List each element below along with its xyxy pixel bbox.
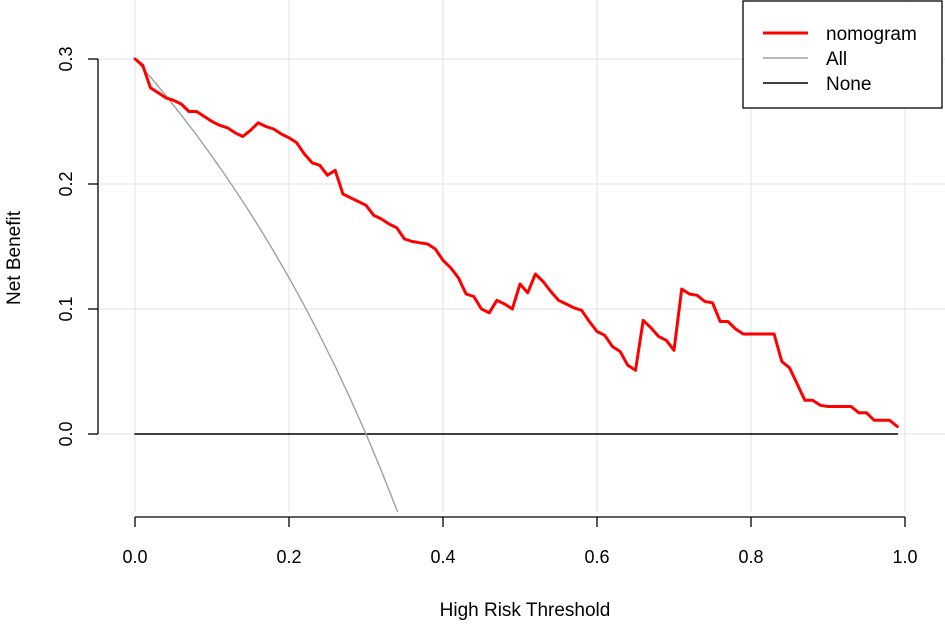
x-tick-label: 0.2 bbox=[276, 547, 301, 567]
legend: nomogram All None bbox=[742, 0, 943, 109]
x-tick-label: 0.6 bbox=[584, 547, 609, 567]
legend-label-none: None bbox=[826, 74, 871, 95]
x-axis-title: High Risk Threshold bbox=[440, 600, 611, 621]
y-axis-title: Net Benefit bbox=[4, 210, 25, 305]
x-tick-label: 0.0 bbox=[122, 547, 147, 567]
series-lines bbox=[133, 57, 899, 512]
series-line-nomogram bbox=[133, 57, 899, 428]
axes: 0.0 0.2 0.4 0.6 0.8 1.0 0.0 0.1 0.2 0.3 bbox=[56, 46, 918, 567]
y-tick-label: 0.0 bbox=[56, 421, 76, 446]
x-tick-label: 1.0 bbox=[892, 547, 917, 567]
y-tick-label: 0.3 bbox=[56, 46, 76, 71]
y-tick-label: 0.1 bbox=[56, 296, 76, 321]
series-line-all bbox=[134, 58, 399, 512]
legend-box bbox=[742, 0, 943, 109]
x-tick-label: 0.4 bbox=[430, 547, 455, 567]
legend-label-nomogram: nomogram bbox=[826, 24, 917, 45]
x-tick-label: 0.8 bbox=[738, 547, 763, 567]
y-tick-label: 0.2 bbox=[56, 171, 76, 196]
legend-label-all: All bbox=[826, 49, 847, 70]
